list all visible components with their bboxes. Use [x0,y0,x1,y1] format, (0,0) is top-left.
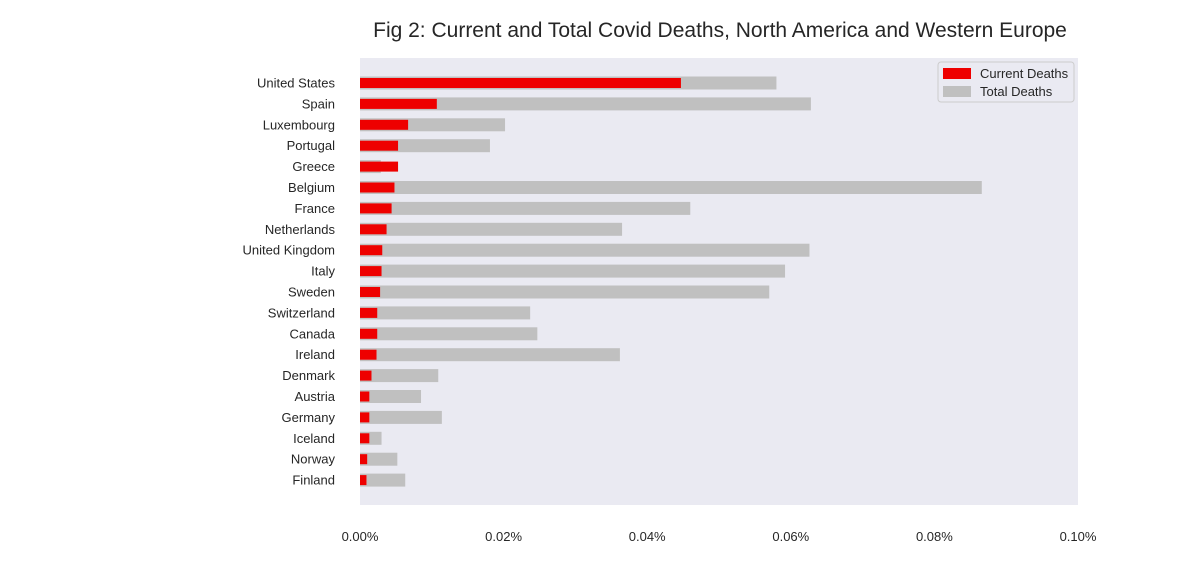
total-deaths-bar [360,181,982,194]
total-deaths-bar [360,348,620,362]
x-tick-label: 0.10% [1060,529,1097,544]
total-deaths-bar [360,264,786,278]
legend-label: Current Deaths [980,66,1069,81]
total-deaths-bar [360,243,810,257]
current-deaths-bar [360,475,367,486]
y-tick-label: Germany [282,410,336,425]
current-deaths-bar [360,98,437,109]
total-deaths-bar [360,473,406,487]
total-deaths-bar [360,222,623,236]
legend-swatch [943,68,971,79]
plot-area [360,58,1078,505]
y-tick-label: Sweden [288,285,335,300]
y-tick-label: Greece [292,159,335,174]
current-deaths-bar [360,454,368,465]
current-deaths-bar [360,412,370,423]
current-deaths-bar [360,287,381,297]
y-tick-label: Norway [291,452,336,467]
legend: Current Deaths Total Deaths [937,61,1075,103]
total-deaths-bar [360,285,770,299]
current-deaths-bar [360,245,383,256]
total-deaths-bar [360,327,538,341]
total-deaths-bar [360,97,811,111]
y-tick-label: Italy [311,264,335,279]
current-deaths-bar [360,78,681,88]
y-tick-label: Ireland [295,347,335,362]
total-deaths-bar [360,201,691,215]
current-deaths-bar [360,433,370,444]
x-axis-tick-labels: 0.00% 0.02% 0.04% 0.06% 0.08% 0.10% [342,529,1097,544]
current-deaths-bar [360,140,399,151]
legend-swatch [943,86,971,97]
legend-box [937,61,1075,103]
current-deaths-bar [360,203,392,214]
y-tick-label: Switzerland [268,305,335,320]
y-axis-tick-labels: United States Spain Luxembourg Portugal Gree… [243,76,336,488]
total-deaths-bar [360,390,422,403]
current-deaths-bars [360,78,681,486]
total-deaths-bar [360,369,439,383]
current-deaths-bar [360,391,370,402]
current-deaths-bar [360,224,387,235]
total-deaths-bar [360,306,531,320]
x-tick-label: 0.08% [916,529,953,544]
current-deaths-bar [360,307,378,318]
y-tick-label: Finland [292,473,335,488]
y-tick-label: Denmark [282,368,335,383]
current-deaths-bar [360,119,409,130]
total-deaths-bar [360,410,442,424]
current-deaths-bar [360,370,372,381]
y-tick-label: United Kingdom [243,243,336,258]
current-deaths-bar [360,182,395,193]
current-deaths-bar [360,349,377,360]
current-deaths-bar [360,266,382,277]
y-tick-label: Belgium [288,180,335,195]
y-tick-label: Netherlands [265,222,336,237]
current-deaths-bar [360,161,399,172]
y-tick-label: Canada [289,326,335,341]
y-tick-label: Austria [295,389,336,404]
y-tick-label: United States [257,76,336,91]
total-deaths-bar [360,452,398,466]
y-tick-label: France [295,201,335,216]
x-tick-label: 0.06% [772,529,809,544]
chart-title: Fig 2: Current and Total Covid Deaths, N… [373,19,1067,42]
y-tick-label: Portugal [287,138,336,153]
y-tick-label: Spain [302,96,335,111]
x-tick-label: 0.00% [342,529,379,544]
current-deaths-bar [360,328,378,339]
legend-label: Total Deaths [980,84,1053,99]
y-tick-label: Luxembourg [263,117,335,132]
x-tick-label: 0.04% [629,529,666,544]
x-tick-label: 0.02% [485,529,522,544]
y-tick-label: Iceland [293,431,335,446]
